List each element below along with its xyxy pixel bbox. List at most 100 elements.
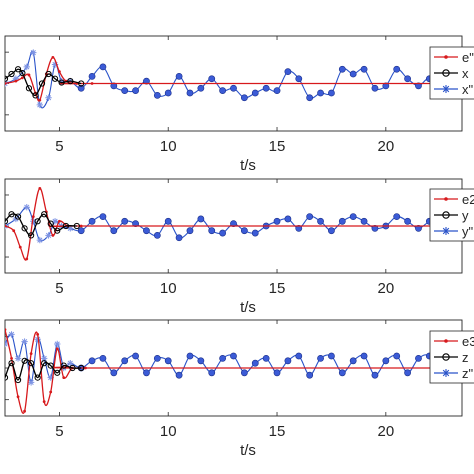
data-point-star — [51, 61, 59, 68]
legend-label: y — [462, 208, 469, 223]
data-point-actual — [14, 376, 22, 384]
legend-marker — [444, 55, 448, 59]
legend-label: x — [462, 66, 469, 81]
data-point-actual — [21, 357, 28, 364]
data-point-actual — [5, 374, 9, 381]
x-tick-label: 20 — [377, 280, 394, 297]
series-line-actual — [5, 358, 82, 381]
data-point — [175, 234, 183, 242]
data-point — [382, 357, 390, 365]
data-point — [99, 354, 107, 362]
data-point-error — [23, 409, 26, 413]
data-point — [153, 91, 161, 99]
data-point — [132, 352, 139, 360]
data-point-star — [12, 215, 20, 223]
data-point-actual — [47, 362, 54, 369]
data-point — [164, 89, 172, 97]
data-point-actual — [78, 364, 85, 372]
data-point — [415, 224, 422, 232]
data-point-actual — [54, 369, 61, 376]
data-point — [349, 70, 357, 78]
x-axis-label: t/s — [240, 442, 256, 459]
data-point-actual — [69, 364, 76, 372]
data-point-actual — [41, 211, 48, 218]
data-point — [219, 354, 227, 362]
data-point-error — [55, 347, 59, 351]
data-point-star — [67, 360, 74, 367]
data-point-actual — [5, 75, 9, 82]
data-point-error — [44, 210, 48, 214]
legend-marker — [442, 85, 450, 93]
data-point — [164, 357, 172, 365]
data-point — [175, 72, 183, 80]
x-axis-label: t/s — [240, 299, 256, 316]
data-point-star — [12, 75, 20, 82]
data-point — [415, 82, 422, 90]
data-point-star — [30, 49, 37, 56]
legend-label: e" — [462, 50, 474, 65]
data-point — [306, 371, 314, 379]
data-point-error — [14, 79, 18, 83]
x-axis-label: t/s — [240, 157, 256, 174]
data-point-actual — [21, 225, 28, 232]
data-point — [295, 224, 303, 232]
data-point-error — [10, 357, 13, 360]
data-point-error — [18, 245, 22, 249]
data-point-star — [54, 340, 61, 348]
data-point — [295, 75, 303, 83]
data-point-star — [45, 232, 52, 239]
data-point-star — [51, 218, 59, 225]
data-point — [208, 369, 216, 377]
data-point — [99, 63, 107, 71]
data-point-error — [38, 98, 42, 102]
x-tick-label: 15 — [269, 280, 286, 297]
data-point-error — [21, 76, 24, 80]
data-point — [317, 89, 324, 97]
data-point-error — [42, 400, 46, 403]
data-point-star — [40, 355, 48, 362]
data-point — [404, 369, 411, 377]
data-point-actual — [62, 222, 70, 230]
data-point-error — [25, 257, 29, 261]
data-point — [371, 224, 379, 232]
data-point — [219, 229, 227, 237]
chart-panel-1: 5 10 15 20 t/s e"xx" — [4, 35, 474, 174]
data-point — [110, 82, 118, 90]
data-point-star — [45, 94, 52, 101]
legend-label: y" — [462, 224, 474, 239]
data-point-error — [84, 366, 87, 370]
data-point-error — [5, 224, 7, 228]
legend-marker — [442, 69, 450, 77]
data-point — [77, 227, 85, 235]
data-point-error — [38, 187, 42, 190]
legend-label: z" — [462, 366, 474, 381]
data-point-actual — [47, 220, 54, 227]
data-point-actual — [54, 227, 61, 234]
data-point — [273, 217, 281, 225]
data-point-actual — [38, 80, 46, 87]
data-point — [175, 371, 183, 379]
legend-marker — [442, 227, 450, 235]
data-point — [404, 75, 411, 83]
data-point-actual — [34, 218, 41, 225]
data-point — [284, 215, 292, 223]
data-point — [317, 354, 324, 362]
data-point-actual — [8, 211, 15, 218]
data-point-actual — [14, 66, 22, 73]
data-point — [230, 352, 237, 360]
data-point-error — [90, 82, 94, 85]
data-point-actual — [45, 70, 52, 78]
data-point-star — [67, 225, 74, 232]
data-point-star — [8, 331, 15, 338]
x-tick-label: 20 — [377, 423, 394, 440]
data-point — [306, 213, 314, 220]
data-point-actual — [51, 75, 59, 82]
data-point — [121, 217, 129, 225]
data-point — [404, 217, 411, 225]
data-point — [349, 357, 357, 365]
data-point — [382, 82, 390, 90]
data-point — [328, 352, 335, 360]
